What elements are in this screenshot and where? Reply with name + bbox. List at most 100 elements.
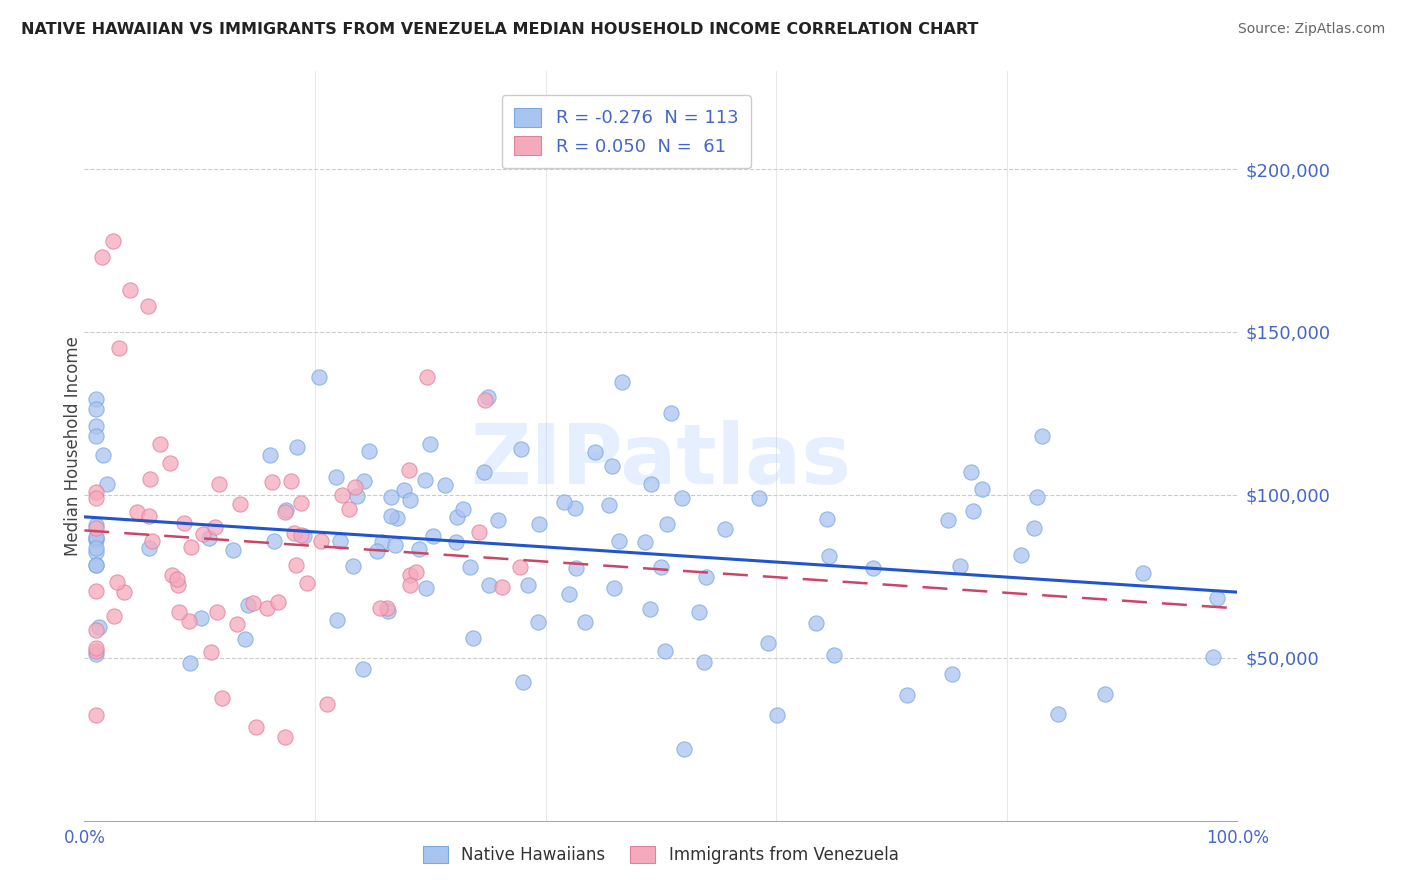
Point [368,601,391,615]
Point [962,503,984,517]
Point [139,472,162,486]
Point [290,496,312,510]
Point [377,604,399,618]
Point [714,522,737,536]
Point [283,526,305,541]
Point [377,601,399,615]
Point [1031,429,1053,443]
Point [84,402,107,417]
Point [693,655,716,669]
Point [138,508,160,523]
Point [316,697,339,711]
Point [609,534,631,549]
Point [1025,490,1047,504]
Point [84,558,107,572]
Point [103,609,125,624]
Point [1202,650,1225,665]
Point [280,474,302,488]
Point [84,647,107,661]
Point [823,648,845,663]
Point [357,444,380,458]
Point [198,531,221,545]
Point [380,508,402,523]
Point [862,561,884,575]
Point [655,517,678,532]
Point [290,528,312,542]
Text: ZIPatlas: ZIPatlas [471,420,851,501]
Point [817,549,839,563]
Point [509,560,531,574]
Point [748,491,770,506]
Point [415,581,437,595]
Point [96,476,118,491]
Point [84,558,107,573]
Point [84,531,107,545]
Point [173,516,195,530]
Point [84,623,107,637]
Point [274,730,297,744]
Point [650,560,672,574]
Point [190,610,212,624]
Point [225,617,247,632]
Point [385,511,408,525]
Point [84,491,107,506]
Y-axis label: Median Household Income: Median Household Income [65,336,82,556]
Point [233,632,256,646]
Point [84,530,107,544]
Point [274,504,297,518]
Point [654,644,676,658]
Point [346,489,368,503]
Point [758,635,780,649]
Point [259,448,281,462]
Point [398,578,420,592]
Point [91,448,114,462]
Point [416,370,439,384]
Point [262,475,284,490]
Point [353,475,375,489]
Point [84,533,107,548]
Point [160,568,183,582]
Point [564,500,586,515]
Point [112,585,135,599]
Point [366,544,388,558]
Point [509,442,531,457]
Point [474,393,496,408]
Point [167,578,190,592]
Point [84,583,107,598]
Point [84,541,107,555]
Point [205,605,228,619]
Point [191,527,214,541]
Point [1094,687,1116,701]
Point [159,456,181,470]
Point [380,490,402,504]
Point [896,688,918,702]
Point [1206,591,1229,606]
Point [90,250,112,264]
Point [343,480,366,494]
Point [84,518,107,533]
Point [84,521,107,535]
Point [285,558,308,572]
Point [398,493,420,508]
Point [292,529,315,543]
Point [1022,521,1045,535]
Point [84,708,107,723]
Point [84,485,107,500]
Point [444,535,467,549]
Point [84,418,107,433]
Point [84,643,107,657]
Point [256,600,278,615]
Point [352,662,374,676]
Point [695,570,717,584]
Point [634,534,657,549]
Point [488,513,510,527]
Point [558,587,581,601]
Point [337,501,360,516]
Point [138,541,160,555]
Point [463,631,485,645]
Point [84,545,107,559]
Point [598,498,620,512]
Point [477,390,499,404]
Point [167,605,190,619]
Point [204,520,226,534]
